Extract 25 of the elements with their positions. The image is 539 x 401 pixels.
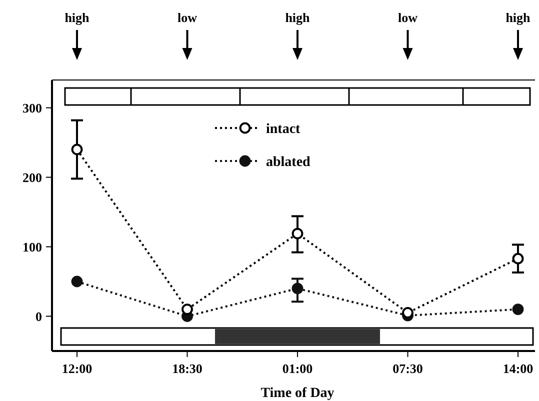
y-tick-label: 0 [36, 308, 42, 324]
x-tick-label: 18:30 [172, 361, 202, 376]
x-tick-label: 14:00 [502, 361, 534, 376]
text: low [398, 10, 418, 25]
x-tick-label: 07:30 [392, 361, 423, 376]
point [512, 304, 524, 316]
point [292, 228, 304, 240]
point [71, 276, 83, 288]
y-tick-label: 300 [22, 100, 42, 116]
point [71, 144, 83, 156]
text: high [64, 10, 90, 25]
text: high [506, 10, 532, 25]
text: low [178, 10, 198, 25]
x-axis-title: Time of Day [260, 386, 334, 401]
point [182, 304, 193, 316]
y-tick-label: 100 [22, 239, 42, 254]
y-tick-label: 200 [22, 170, 42, 185]
legend-label: ablated [266, 154, 311, 170]
x-tick-label: 12:00 [62, 361, 92, 376]
point [512, 252, 524, 264]
x-tick-label: 01:00 [282, 361, 313, 376]
point [292, 282, 304, 294]
legend-label: intact [266, 122, 301, 137]
text: high [285, 10, 311, 25]
point [402, 307, 414, 318]
